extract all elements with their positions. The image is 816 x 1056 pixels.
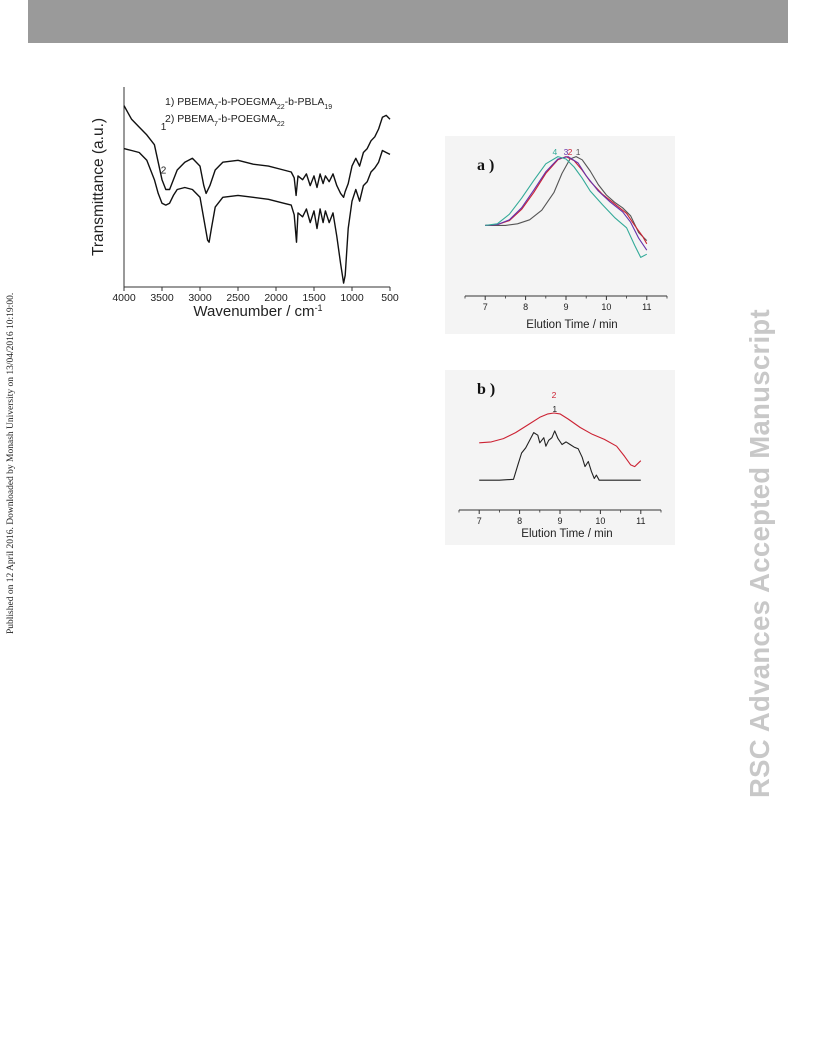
ftir-legend-entry-1: 1) PBEMA7-b-POEGMA22-b-PBLA19 bbox=[165, 96, 332, 111]
gpc-b-chart: b ) 21 7 8 9 10 11 Elution Time / min bbox=[458, 381, 662, 540]
gpc-a-series-4-label: 4 bbox=[553, 147, 558, 157]
gpc-b-series-2-label: 2 bbox=[552, 390, 557, 400]
gpc-b-series-1-line bbox=[479, 430, 641, 481]
publication-note-text: Published on 12 April 2016. Downloaded b… bbox=[6, 292, 16, 634]
ftir-x-tick-label: 3500 bbox=[150, 292, 174, 304]
panel-label-a: a ) bbox=[477, 157, 494, 174]
gpc-a-x-tick-label: 8 bbox=[523, 302, 528, 312]
ftir-x-tick-label: 500 bbox=[381, 292, 399, 304]
gpc-a-x-tick-label: 10 bbox=[601, 302, 611, 312]
ftir-figure: 1) PBEMA7-b-POEGMA22-b-PBLA19 2) PBEMA7-b… bbox=[92, 82, 402, 328]
publication-note: Published on 12 April 2016. Downloaded b… bbox=[4, 200, 20, 640]
ftir-legend-subscript: 22 bbox=[277, 121, 285, 128]
gpc-a-x-axis-label: Elution Time / min bbox=[526, 319, 617, 331]
ftir-y-axis-label: Transmittance (a.u.) bbox=[92, 118, 107, 256]
ftir-x-ticks: 4000 3500 3000 2500 2000 1500 1000 500 bbox=[112, 287, 399, 304]
gpc-a-x-tick-label: 9 bbox=[563, 302, 568, 312]
ftir-x-tick-label: 3000 bbox=[188, 292, 212, 304]
gpc-b-x-axis-label: Elution Time / min bbox=[521, 528, 612, 540]
gpc-b-x-tick-label: 10 bbox=[595, 516, 605, 526]
ftir-legend-text: -b-POEGMA bbox=[218, 96, 277, 108]
gpc-a-x-tick-label: 11 bbox=[642, 302, 651, 312]
gpc-a-series-2-label: 2 bbox=[568, 147, 573, 157]
ftir-x-axis-label-superscript: -1 bbox=[315, 303, 323, 313]
ftir-legend-text: -b-POEGMA bbox=[218, 113, 277, 125]
panel-label-b: b ) bbox=[477, 381, 495, 398]
ftir-series-1-line bbox=[123, 105, 391, 198]
gpc-a-series-1-line bbox=[485, 156, 648, 241]
ftir-series-1-label: 1 bbox=[161, 122, 167, 133]
gpc-b-x-tick-label: 8 bbox=[517, 516, 522, 526]
gpc-a-x-ticks: 7 8 9 10 11 bbox=[464, 296, 668, 312]
ftir-series-2-line bbox=[123, 147, 391, 284]
ftir-series-2-label: 2 bbox=[161, 165, 167, 176]
ftir-x-tick-label: 1500 bbox=[302, 292, 326, 304]
ftir-legend-entry-2: 2) PBEMA7-b-POEGMA22 bbox=[165, 113, 285, 128]
ftir-legend-subscript: 7 bbox=[214, 104, 218, 111]
ftir-legend-text: PBEMA bbox=[177, 96, 214, 108]
gpc-b-series bbox=[479, 412, 642, 481]
gpc-a-x-tick-label: 7 bbox=[483, 302, 488, 312]
watermark-text: RSC Advances Accepted Manuscript bbox=[744, 309, 775, 798]
gpc-a-series-4-line bbox=[485, 156, 648, 258]
gpc-b-series-2-line bbox=[479, 412, 642, 468]
ftir-x-tick-label: 4000 bbox=[112, 292, 136, 304]
gpc-a-series-1-label: 1 bbox=[576, 147, 581, 157]
ftir-legend-subscript: 22 bbox=[277, 104, 285, 111]
gpc-b-series-labels: 21 bbox=[552, 390, 558, 414]
gpc-b-x-ticks: 7 8 9 10 11 bbox=[458, 510, 662, 526]
ftir-legend-subscript: 7 bbox=[214, 121, 218, 128]
gpc-a-series-2-line bbox=[485, 156, 648, 245]
gpc-a-series-3-line bbox=[485, 156, 648, 251]
gpc-a-series bbox=[485, 156, 648, 258]
ftir-series: 12 bbox=[123, 105, 391, 284]
gpc-b-x-tick-label: 9 bbox=[557, 516, 562, 526]
ftir-legend-number: 2) bbox=[165, 113, 177, 125]
gpc-a-series-3-label: 3 bbox=[564, 147, 569, 157]
ftir-x-axis-label-text: Wavenumber / cm bbox=[193, 303, 314, 320]
gpc-b-x-tick-label: 7 bbox=[477, 516, 482, 526]
accepted-manuscript-watermark: RSC Advances Accepted Manuscript bbox=[740, 250, 800, 810]
gpc-b-series-1-label: 1 bbox=[552, 404, 557, 414]
ftir-x-tick-label: 1000 bbox=[340, 292, 364, 304]
ftir-legend-text: -b-PBLA bbox=[285, 96, 325, 108]
ftir-legend-subscript: 19 bbox=[324, 104, 332, 111]
ftir-legend-text: PBEMA bbox=[177, 113, 214, 125]
header-bar bbox=[28, 0, 788, 43]
ftir-x-tick-label: 2500 bbox=[226, 292, 250, 304]
ftir-x-axis-label: Wavenumber / cm-1 bbox=[193, 303, 322, 320]
gpc-b-x-tick-label: 11 bbox=[636, 516, 645, 526]
ftir-legend-number: 1) bbox=[165, 96, 177, 108]
ftir-x-tick-label: 2000 bbox=[264, 292, 288, 304]
